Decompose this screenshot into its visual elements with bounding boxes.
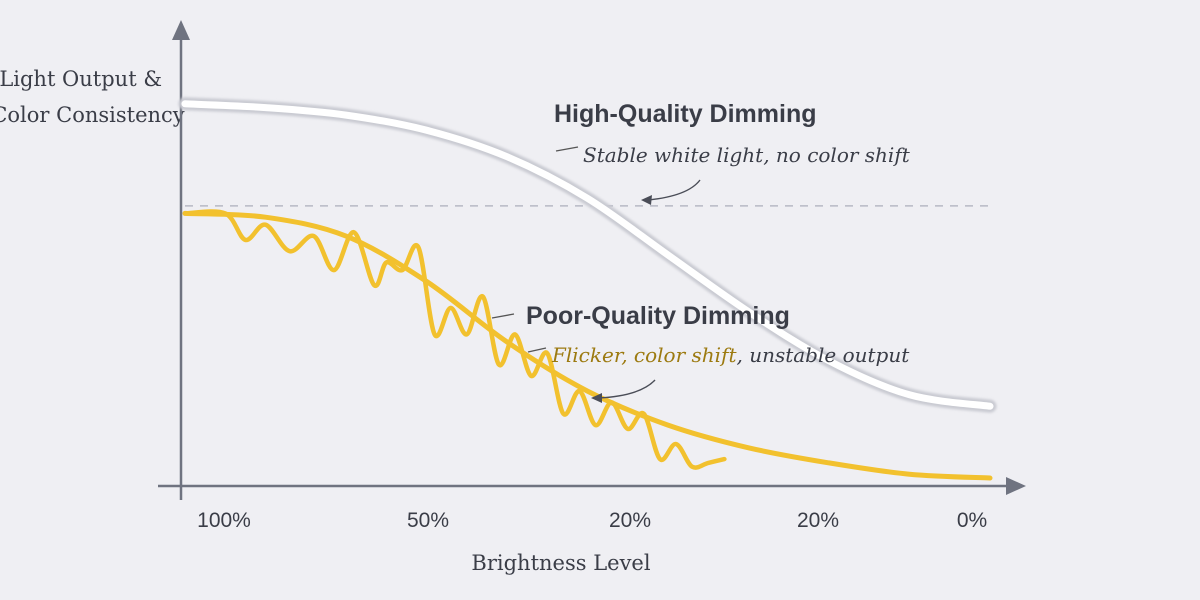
poor-quality-pointer-arrow xyxy=(597,379,656,399)
poor-quality-arrowhead-icon xyxy=(591,393,602,403)
poor-quality-title-dash xyxy=(491,313,515,319)
axes xyxy=(158,20,1026,500)
x-tick-label: 20% xyxy=(797,509,839,532)
high-quality-series xyxy=(178,97,997,413)
high-quality-note: Stable white light, no color shift xyxy=(583,143,911,167)
high-quality-title: High-Quality Dimming xyxy=(554,100,817,128)
x-tick-label: 20% xyxy=(609,509,651,532)
x-axis-arrow-icon xyxy=(1006,477,1026,495)
poor-quality-note-rest: , unstable output xyxy=(736,343,910,367)
high-quality-arrowhead-icon xyxy=(641,195,652,205)
x-tick-labels: 100% 50% 20% 20% 0% xyxy=(197,509,987,532)
poor-quality-note-highlight: Flicker, color shift xyxy=(551,343,737,367)
x-axis-label: Brightness Level xyxy=(471,551,650,575)
x-tick-label: 0% xyxy=(957,509,987,532)
high-quality-pointer-arrow xyxy=(647,179,701,201)
poor-quality-flicker-curve xyxy=(182,209,727,470)
y-axis-label: Light Output & Color Consistency xyxy=(0,67,185,127)
poor-quality-note: Flicker, color shift, unstable output xyxy=(551,343,910,367)
poor-quality-series xyxy=(182,209,993,481)
poor-quality-title: Poor-Quality Dimming xyxy=(526,302,790,330)
poor-quality-trend-curve xyxy=(182,210,993,481)
high-quality-curve xyxy=(181,100,994,410)
y-axis-label-line-1: Light Output & xyxy=(0,67,162,91)
y-axis-label-line-2: Color Consistency xyxy=(0,103,185,127)
poor-quality-annotation: Poor-Quality Dimming Flicker, color shif… xyxy=(491,302,910,403)
y-axis-arrow-icon xyxy=(172,20,190,40)
x-tick-label: 100% xyxy=(197,509,251,532)
x-tick-label: 50% xyxy=(407,509,449,532)
high-quality-note-dash xyxy=(555,146,579,152)
poor-quality-note-dash xyxy=(527,347,547,353)
high-quality-annotation: High-Quality Dimming Stable white light,… xyxy=(554,100,911,205)
